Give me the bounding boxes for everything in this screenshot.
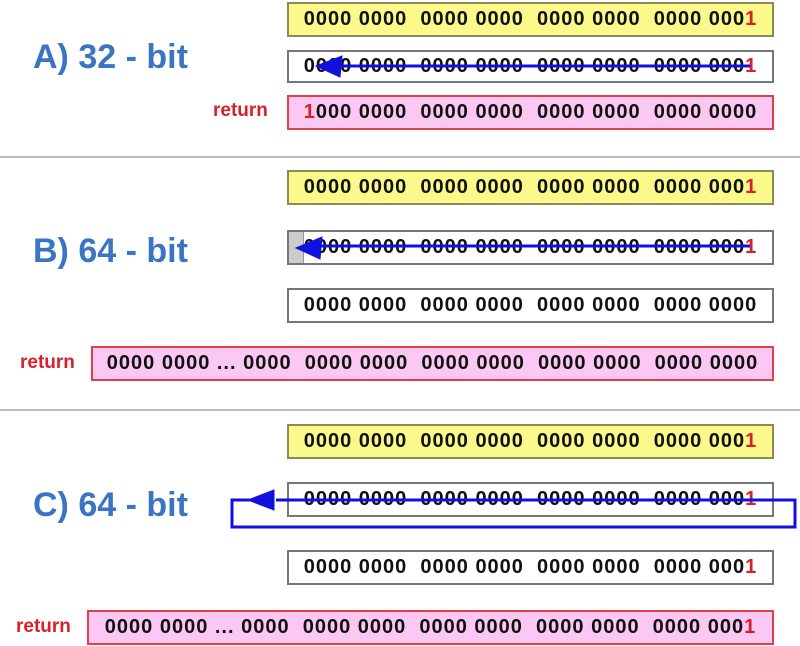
section-b-shift-register: 0000 0000 0000 0000 0000 0000 0000 000 1 [287,230,774,265]
section-b-result-register: 0000 0000 0000 0000 0000 0000 0000 0000 [287,288,774,323]
section-divider [0,156,800,158]
bits: 0000 0000 0000 0000 0000 0000 0000 000 [303,55,746,77]
bits: 000 0000 0000 0000 0000 0000 0000 0000 [315,101,758,123]
section-c-return-label: return [16,616,71,637]
section-divider [0,409,800,411]
bits: 0000 0000 0000 0000 0000 0000 0000 000 [303,556,746,578]
section-b-return-label: return [20,352,75,373]
tail-bit: 1 [745,430,758,452]
bits: 0000 0000 0000 0000 0000 0000 0000 000 [303,176,746,198]
section-b-label: B) 64 - bit [33,232,188,270]
bits: 0000 0000 0000 0000 0000 0000 0000 000 [303,488,746,510]
bits: 0000 0000 0000 0000 0000 0000 0000 000 [303,8,746,30]
section-b-input-value: 0000 0000 0000 0000 0000 0000 0000 000 1 [287,170,774,205]
bits: 0000 0000 0000 0000 0000 0000 0000 0000 [303,294,758,316]
section-c-label: C) 64 - bit [33,486,188,524]
tail-bit: 1 [745,236,758,258]
section-a-return-label: return [213,100,268,121]
section-a-input-value: 0000 0000 0000 0000 0000 0000 0000 000 1 [287,2,774,37]
section-b-return-value: 0000 0000 ... 0000 0000 0000 0000 0000 0… [91,346,774,381]
section-c-rotate-register: 0000 0000 0000 0000 0000 0000 0000 000 1 [287,482,774,517]
tail-bit: 1 [745,8,758,30]
tail-bit: 1 [745,488,758,510]
section-c-return-value: 0000 0000 ... 0000 0000 0000 0000 0000 0… [87,610,774,645]
bits: 0000 0000 0000 0000 0000 0000 0000 000 [303,236,746,258]
arrow-head-icon [246,489,275,511]
lead-bit: 1 [303,101,316,123]
section-a-return-value: 1 000 0000 0000 0000 0000 0000 0000 0000 [287,95,774,130]
tail-bit: 1 [745,55,758,77]
section-c-input-value: 0000 0000 0000 0000 0000 0000 0000 000 1 [287,424,774,459]
bits: 0000 0000 ... 0000 0000 0000 0000 0000 0… [104,616,745,638]
tail-bit: 1 [744,616,757,638]
bits: 0000 0000 0000 0000 0000 0000 0000 000 [303,430,746,452]
section-c-result-register: 0000 0000 0000 0000 0000 0000 0000 000 1 [287,550,774,585]
tail-bit: 1 [745,176,758,198]
overflow-cell [289,232,304,263]
section-a-shift-register: 0000 0000 0000 0000 0000 0000 0000 000 1 [287,50,774,83]
tail-bit: 1 [745,556,758,578]
section-a-label: A) 32 - bit [33,38,188,76]
bits: 0000 0000 ... 0000 0000 0000 0000 0000 0… [106,352,759,374]
